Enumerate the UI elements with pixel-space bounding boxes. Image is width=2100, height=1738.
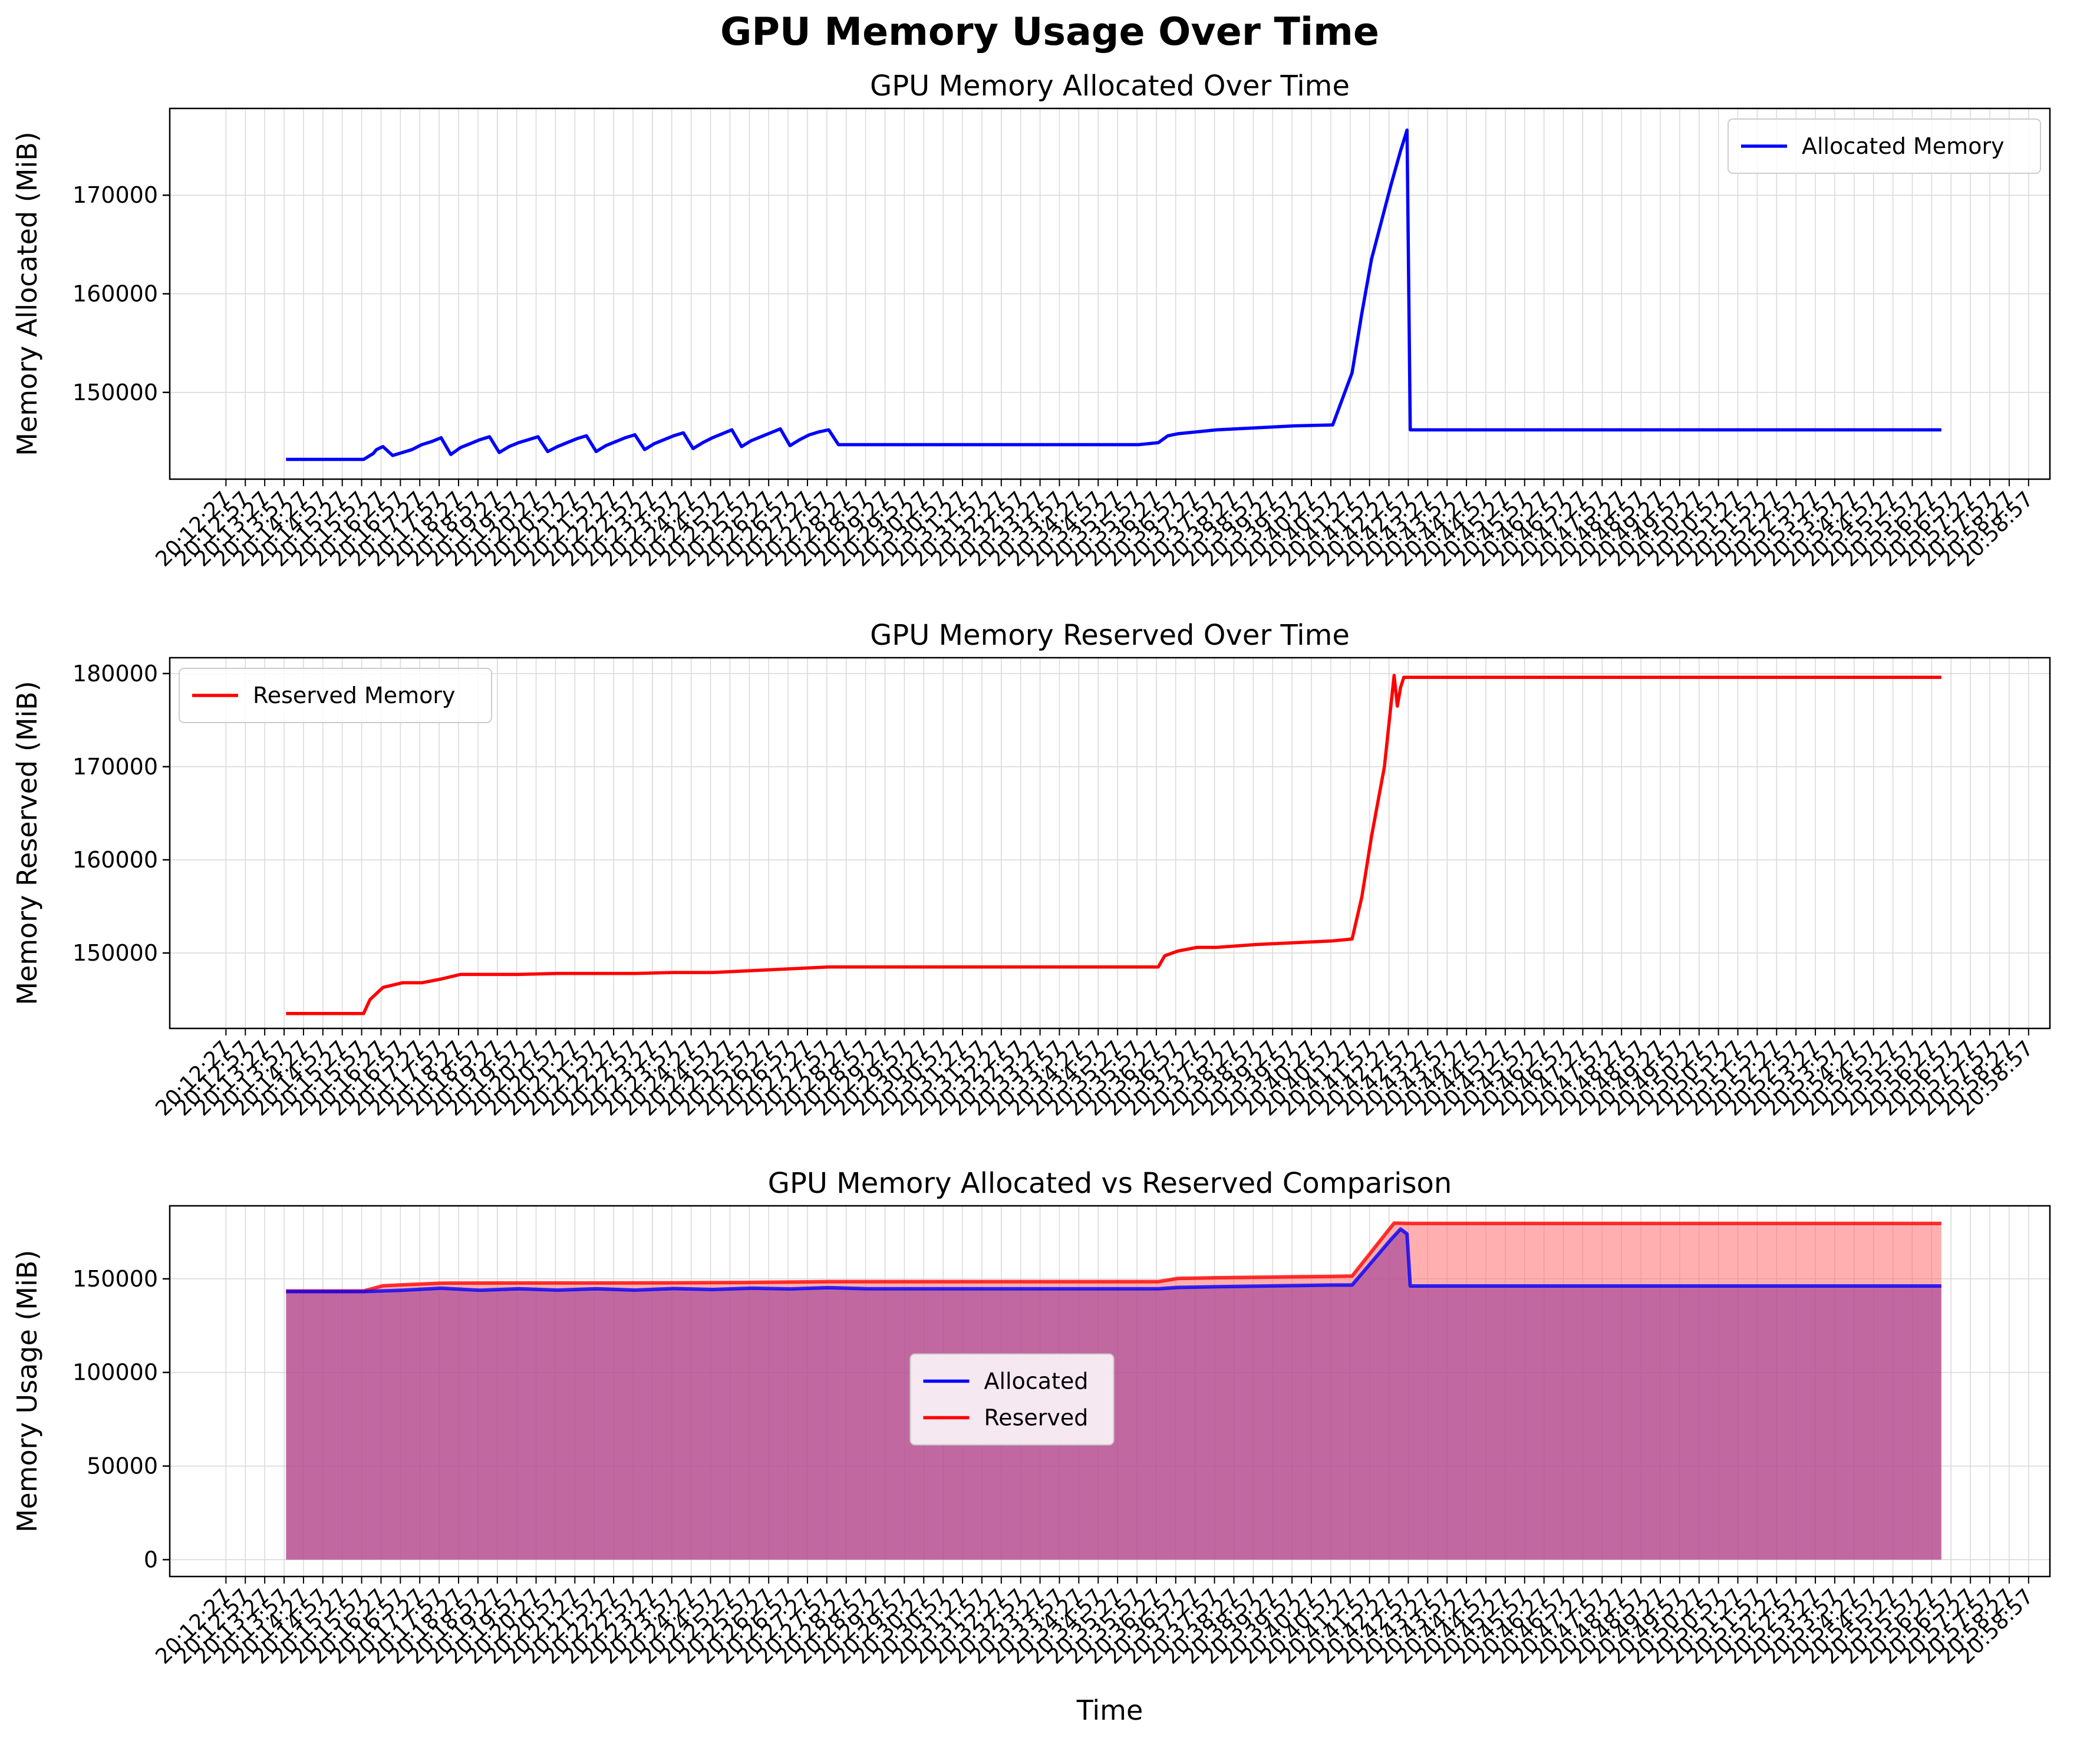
y-tick-label: 150000 [72, 1266, 158, 1292]
plot-frame [169, 657, 2051, 1030]
allocated-legend: Allocated Memory [1728, 118, 2041, 174]
series-lines [286, 128, 1941, 461]
y-tick-label: 150000 [72, 380, 158, 405]
y-tick-label: 170000 [72, 182, 158, 208]
legend-box [909, 1353, 1115, 1446]
y-axis-ticks: 0 50000 100000 150000 [72, 1266, 170, 1572]
legend-label: Allocated [984, 1368, 1089, 1394]
legend-label: Allocated Memory [1802, 133, 2005, 159]
reserved-line [286, 1221, 1941, 1293]
y-tick-label: 50000 [87, 1453, 158, 1479]
allocated-y-axis-label: Memory Allocated (MiB) [11, 131, 43, 456]
allocated-line [286, 1227, 1941, 1294]
series-lines [286, 674, 1941, 1015]
figure-title: GPU Memory Usage Over Time [720, 10, 1379, 54]
x-axis-label: Time [1076, 1694, 1143, 1726]
allocated-chart-title: GPU Memory Allocated Over Time [870, 70, 1350, 103]
y-axis-ticks: 150000 160000 170000 180000 [72, 661, 170, 966]
reserved-legend: Reserved Memory [179, 668, 492, 723]
y-tick-label: 170000 [72, 754, 158, 780]
x-axis-ticks: 20:12:2720:12:5720:13:2720:13:5720:14:27… [151, 479, 2038, 572]
y-tick-label: 0 [144, 1546, 158, 1572]
comparison-y-axis-label: Memory Usage (MiB) [11, 1250, 43, 1533]
y-tick-label: 150000 [72, 940, 158, 966]
legend-label: Reserved [984, 1405, 1089, 1431]
legend-box [1728, 118, 2041, 174]
comparison-chart-title: GPU Memory Allocated vs Reserved Compari… [768, 1167, 1452, 1200]
legend-box [179, 668, 492, 723]
reserved-y-axis-label: Memory Reserved (MiB) [11, 681, 43, 1005]
reserved-chart-title: GPU Memory Reserved Over Time [870, 619, 1350, 652]
x-axis-ticks: 20:12:2720:12:5720:13:2720:13:5720:14:27… [151, 1028, 2038, 1121]
y-tick-label: 160000 [72, 847, 158, 873]
y-tick-label: 180000 [72, 661, 158, 687]
y-tick-label: 100000 [72, 1360, 158, 1386]
reserved-panel: 150000 160000 170000 180000 20:12:2720:12:5… [11, 619, 2051, 1121]
grid [170, 108, 2050, 479]
plot-frame [169, 1205, 2051, 1578]
x-axis-ticks: 20:12:2720:12:5720:13:2720:13:5720:14:27… [151, 1577, 2038, 1669]
y-axis-ticks: 150000 160000 170000 [72, 182, 170, 405]
allocated-memory-line [286, 128, 1941, 461]
y-tick-label: 160000 [72, 281, 158, 307]
legend-label: Reserved Memory [253, 682, 455, 708]
series-lines [286, 1221, 1941, 1294]
comparison-legend: Allocated Reserved [909, 1353, 1115, 1446]
comparison-panel: 0 50000 100000 150000 20:12:2720:12:5720:13… [11, 1167, 2051, 1726]
reserved-memory-line [286, 674, 1941, 1015]
allocated-panel: 150000 160000 170000 20:12:2720:12:5720:13… [11, 70, 2051, 572]
